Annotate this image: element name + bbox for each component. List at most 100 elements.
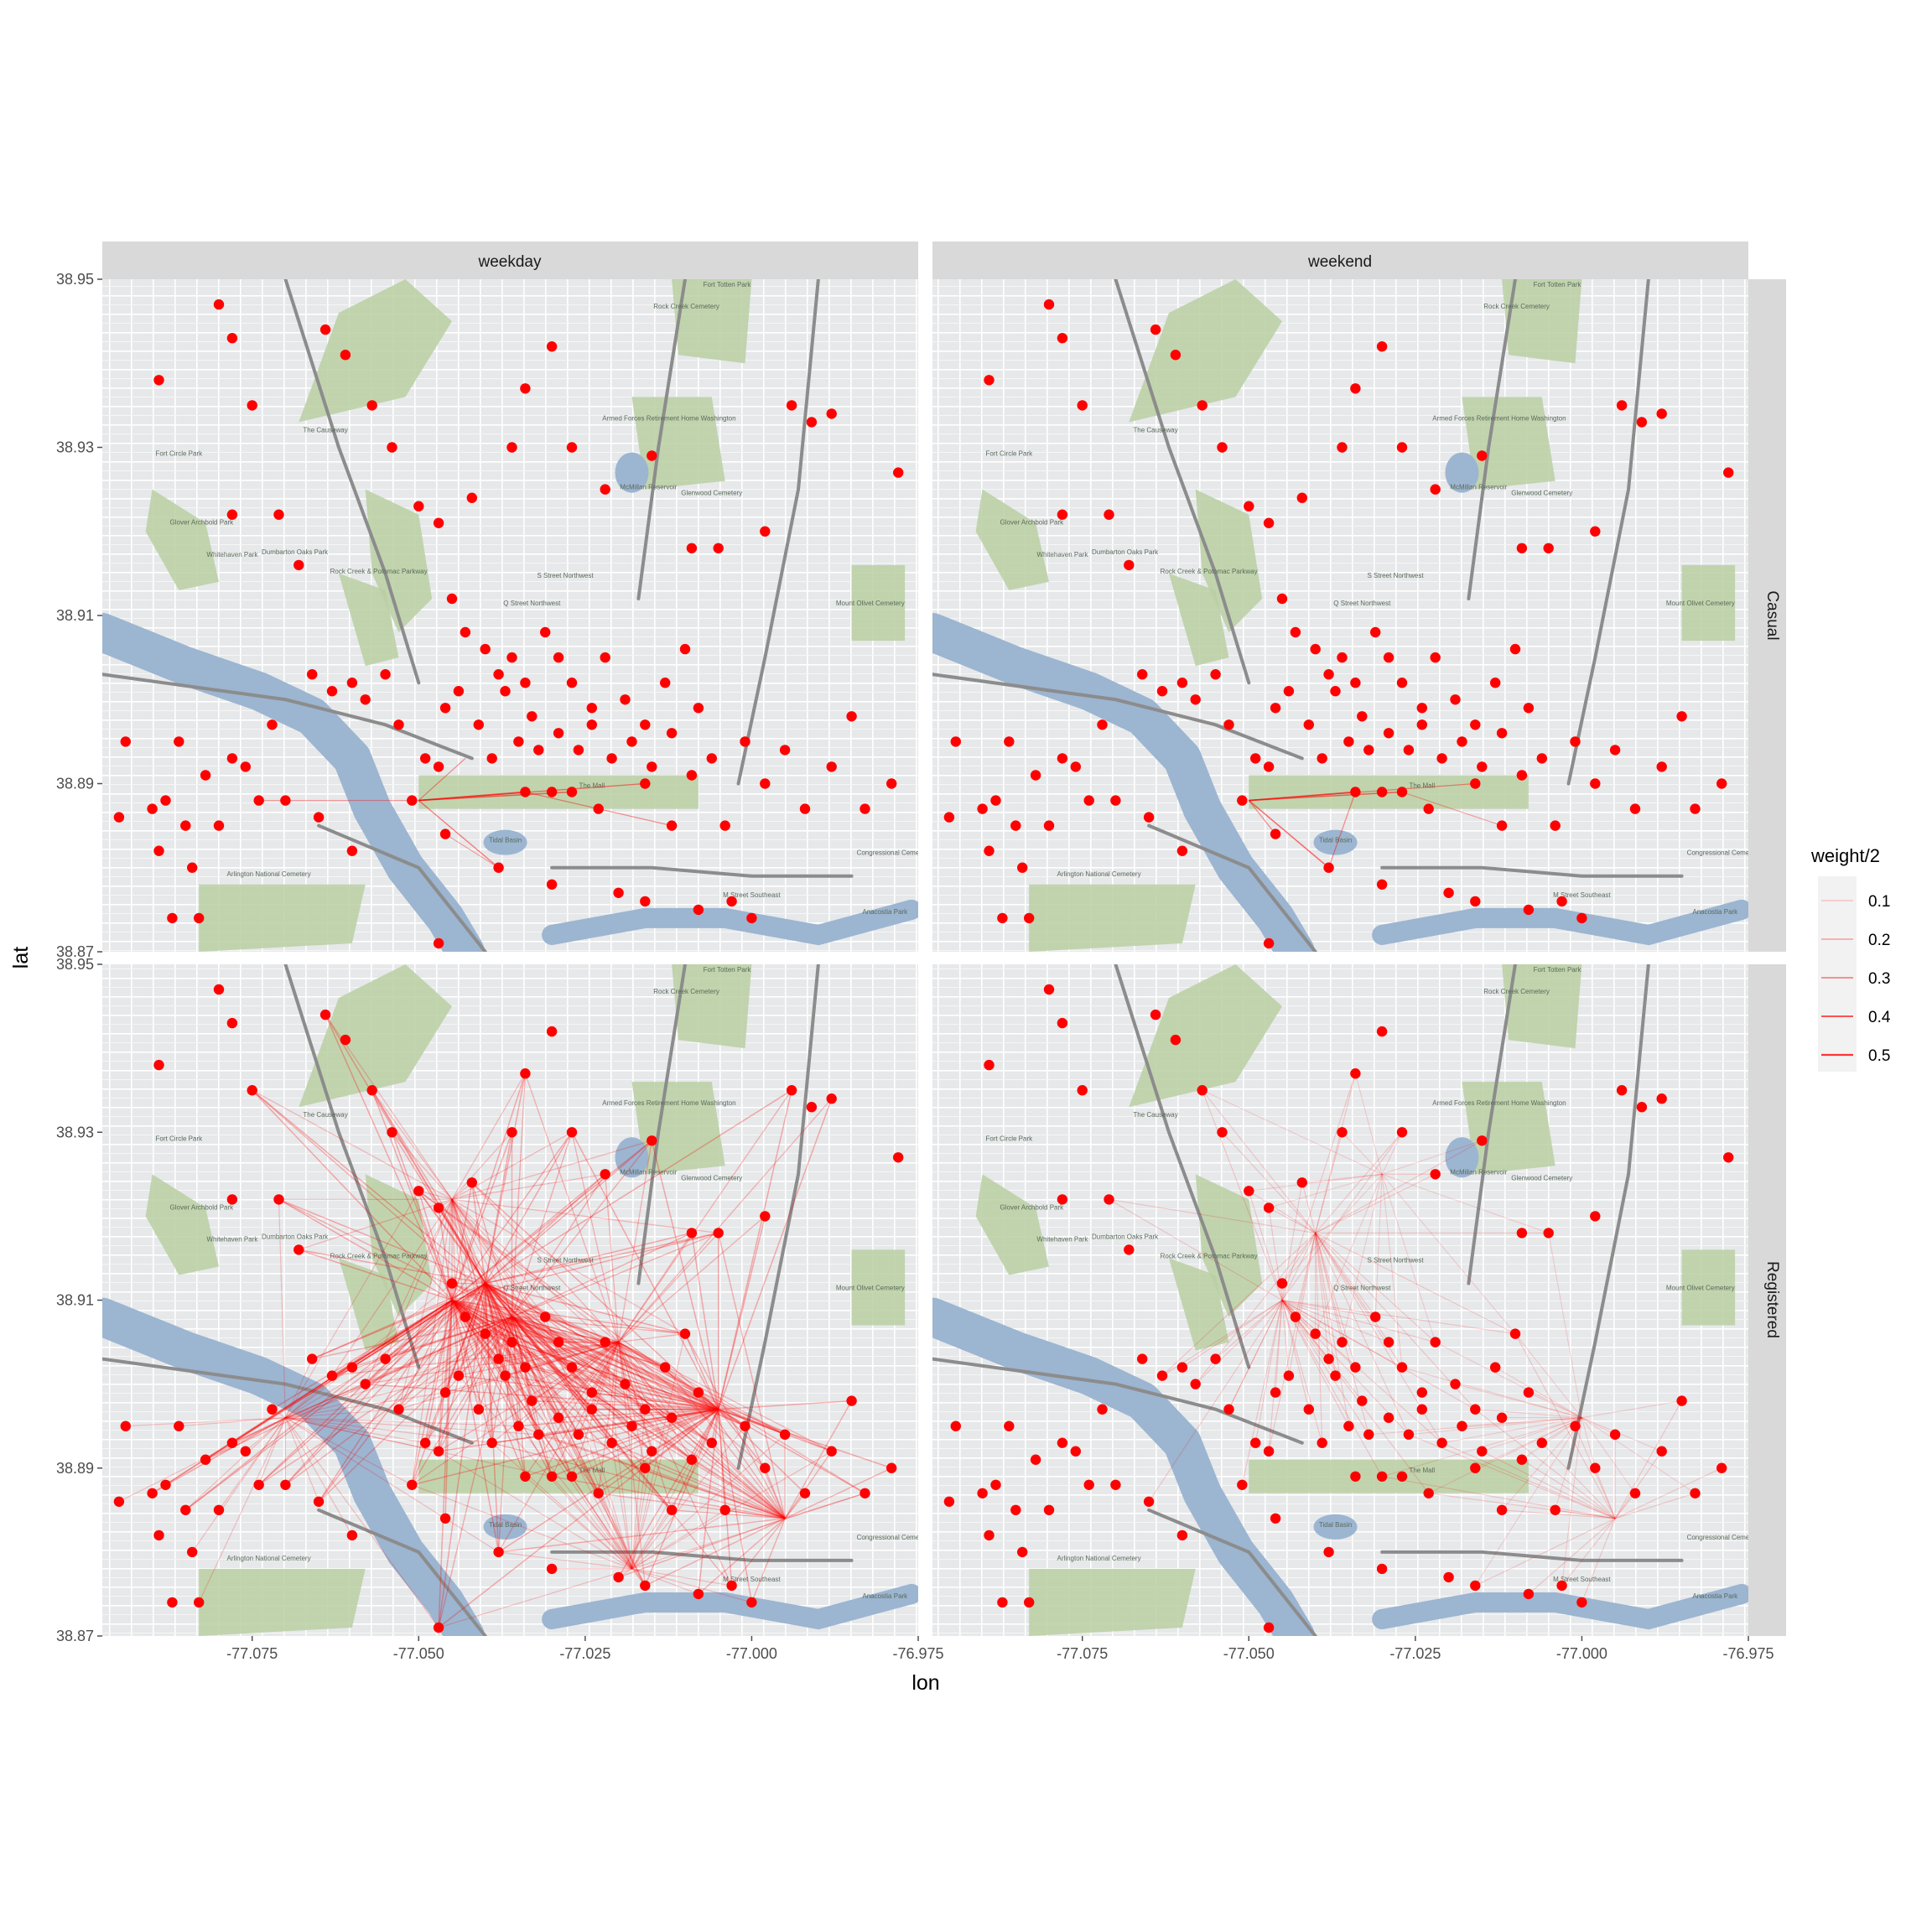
- station-point: [1543, 543, 1554, 553]
- station-point: [360, 1379, 371, 1389]
- station-point: [1323, 1546, 1334, 1558]
- flow-line: [451, 1299, 613, 1444]
- flow-line: [498, 1342, 620, 1553]
- station-point: [1477, 1135, 1488, 1146]
- flow-line: [451, 1282, 619, 1343]
- station-point: [943, 812, 955, 823]
- station-point: [226, 509, 238, 520]
- station-point: [1263, 1446, 1275, 1457]
- highway: [1380, 865, 1684, 878]
- reservoir: [615, 452, 649, 493]
- flow-line: [418, 800, 500, 869]
- flow-line: [451, 1131, 573, 1200]
- legend-key-background: [1818, 876, 1857, 1072]
- flow-line: [451, 1198, 719, 1234]
- flow-line: [511, 1317, 573, 1478]
- flow-line: [672, 1509, 786, 1519]
- station-point: [1490, 1362, 1501, 1373]
- station-point: [486, 1437, 497, 1448]
- map-place-label: Glenwood Cemetery: [681, 1174, 742, 1182]
- flow-line: [418, 782, 646, 802]
- highway: [1380, 1550, 1684, 1562]
- station-point: [267, 1404, 278, 1415]
- flow-line: [451, 1299, 745, 1427]
- flow-line: [664, 1367, 719, 1410]
- flow-line: [644, 1409, 786, 1519]
- flow-line: [1202, 1089, 1317, 1233]
- highway: [1114, 279, 1251, 685]
- station-point: [273, 1194, 284, 1205]
- station-point: [253, 795, 264, 806]
- flow-line: [618, 1232, 719, 1343]
- flow-line: [618, 1342, 693, 1461]
- flow-line: [451, 1199, 486, 1334]
- x-tick-label: -77.000: [726, 1645, 777, 1662]
- flow-line: [631, 1568, 732, 1587]
- flow-line: [451, 1198, 573, 1368]
- station-point: [1477, 1446, 1488, 1457]
- flow-line: [444, 1300, 453, 1393]
- station-point: [1629, 803, 1641, 814]
- flow-line: [418, 1190, 619, 1343]
- flow-line: [511, 1317, 559, 1418]
- flow-line: [451, 1199, 493, 1443]
- flow-line: [198, 1417, 286, 1603]
- flow-line: [411, 1317, 513, 1486]
- flow-line: [718, 1408, 892, 1469]
- flow-line: [299, 1249, 486, 1285]
- station-point: [1244, 1186, 1254, 1197]
- station-point: [1443, 887, 1454, 899]
- flow-line: [631, 1426, 786, 1519]
- station-point: [860, 803, 870, 814]
- map-place-label: Rock Creek Cemetery: [653, 988, 719, 995]
- flow-line: [631, 1426, 745, 1570]
- station-point: [1303, 1404, 1315, 1415]
- station-point: [1303, 719, 1315, 730]
- station-point: [1403, 1429, 1415, 1440]
- flow-line: [478, 1317, 513, 1410]
- station-point: [1363, 745, 1374, 756]
- flow-line: [618, 1341, 865, 1494]
- station-point: [1270, 703, 1281, 714]
- station-point: [1110, 1479, 1121, 1491]
- flow-line: [485, 1282, 632, 1427]
- flow-line: [451, 1299, 593, 1410]
- station-point: [1556, 896, 1567, 907]
- flow-line: [1315, 1232, 1436, 1343]
- flow-line: [451, 1140, 652, 1200]
- map-place-label: Fort Circle Park: [156, 1135, 204, 1142]
- station-point: [1170, 1034, 1182, 1046]
- flow-line: [451, 1131, 573, 1301]
- flow-line: [1241, 1300, 1283, 1485]
- legend-label: 0.4: [1868, 1009, 1891, 1026]
- flow-line: [512, 1316, 673, 1419]
- flow-line: [598, 1493, 632, 1570]
- station-point: [1376, 1563, 1388, 1575]
- station-point: [1290, 626, 1301, 638]
- station-point: [1457, 736, 1467, 747]
- flow-line: [385, 1316, 512, 1360]
- flow-line: [498, 1358, 719, 1410]
- flow-line: [511, 1317, 613, 1444]
- x-axis-weekday: -77.075 -77.050 -77.025 -77.000 -76.975: [226, 1636, 944, 1662]
- station-point: [666, 728, 678, 739]
- station-point: [226, 1194, 238, 1205]
- station-point: [153, 375, 164, 386]
- station-point: [893, 1152, 904, 1163]
- flow-line: [1502, 1509, 1616, 1519]
- flow-line: [485, 1283, 559, 1419]
- station-point: [1370, 1311, 1381, 1322]
- park-area: [851, 1249, 906, 1326]
- station-point: [1176, 845, 1188, 856]
- flow-line: [438, 1283, 486, 1452]
- station-point: [1523, 1387, 1535, 1398]
- station-point: [1516, 1228, 1528, 1239]
- station-point: [1550, 820, 1561, 831]
- flow-line: [1381, 1173, 1516, 1334]
- station-point: [293, 559, 304, 571]
- station-point: [1024, 1597, 1035, 1608]
- potomac-river: [102, 613, 485, 952]
- map-place-label: Armed Forces Retirement Home Washington: [602, 414, 735, 422]
- station-point: [640, 719, 651, 730]
- station-point: [1097, 719, 1108, 730]
